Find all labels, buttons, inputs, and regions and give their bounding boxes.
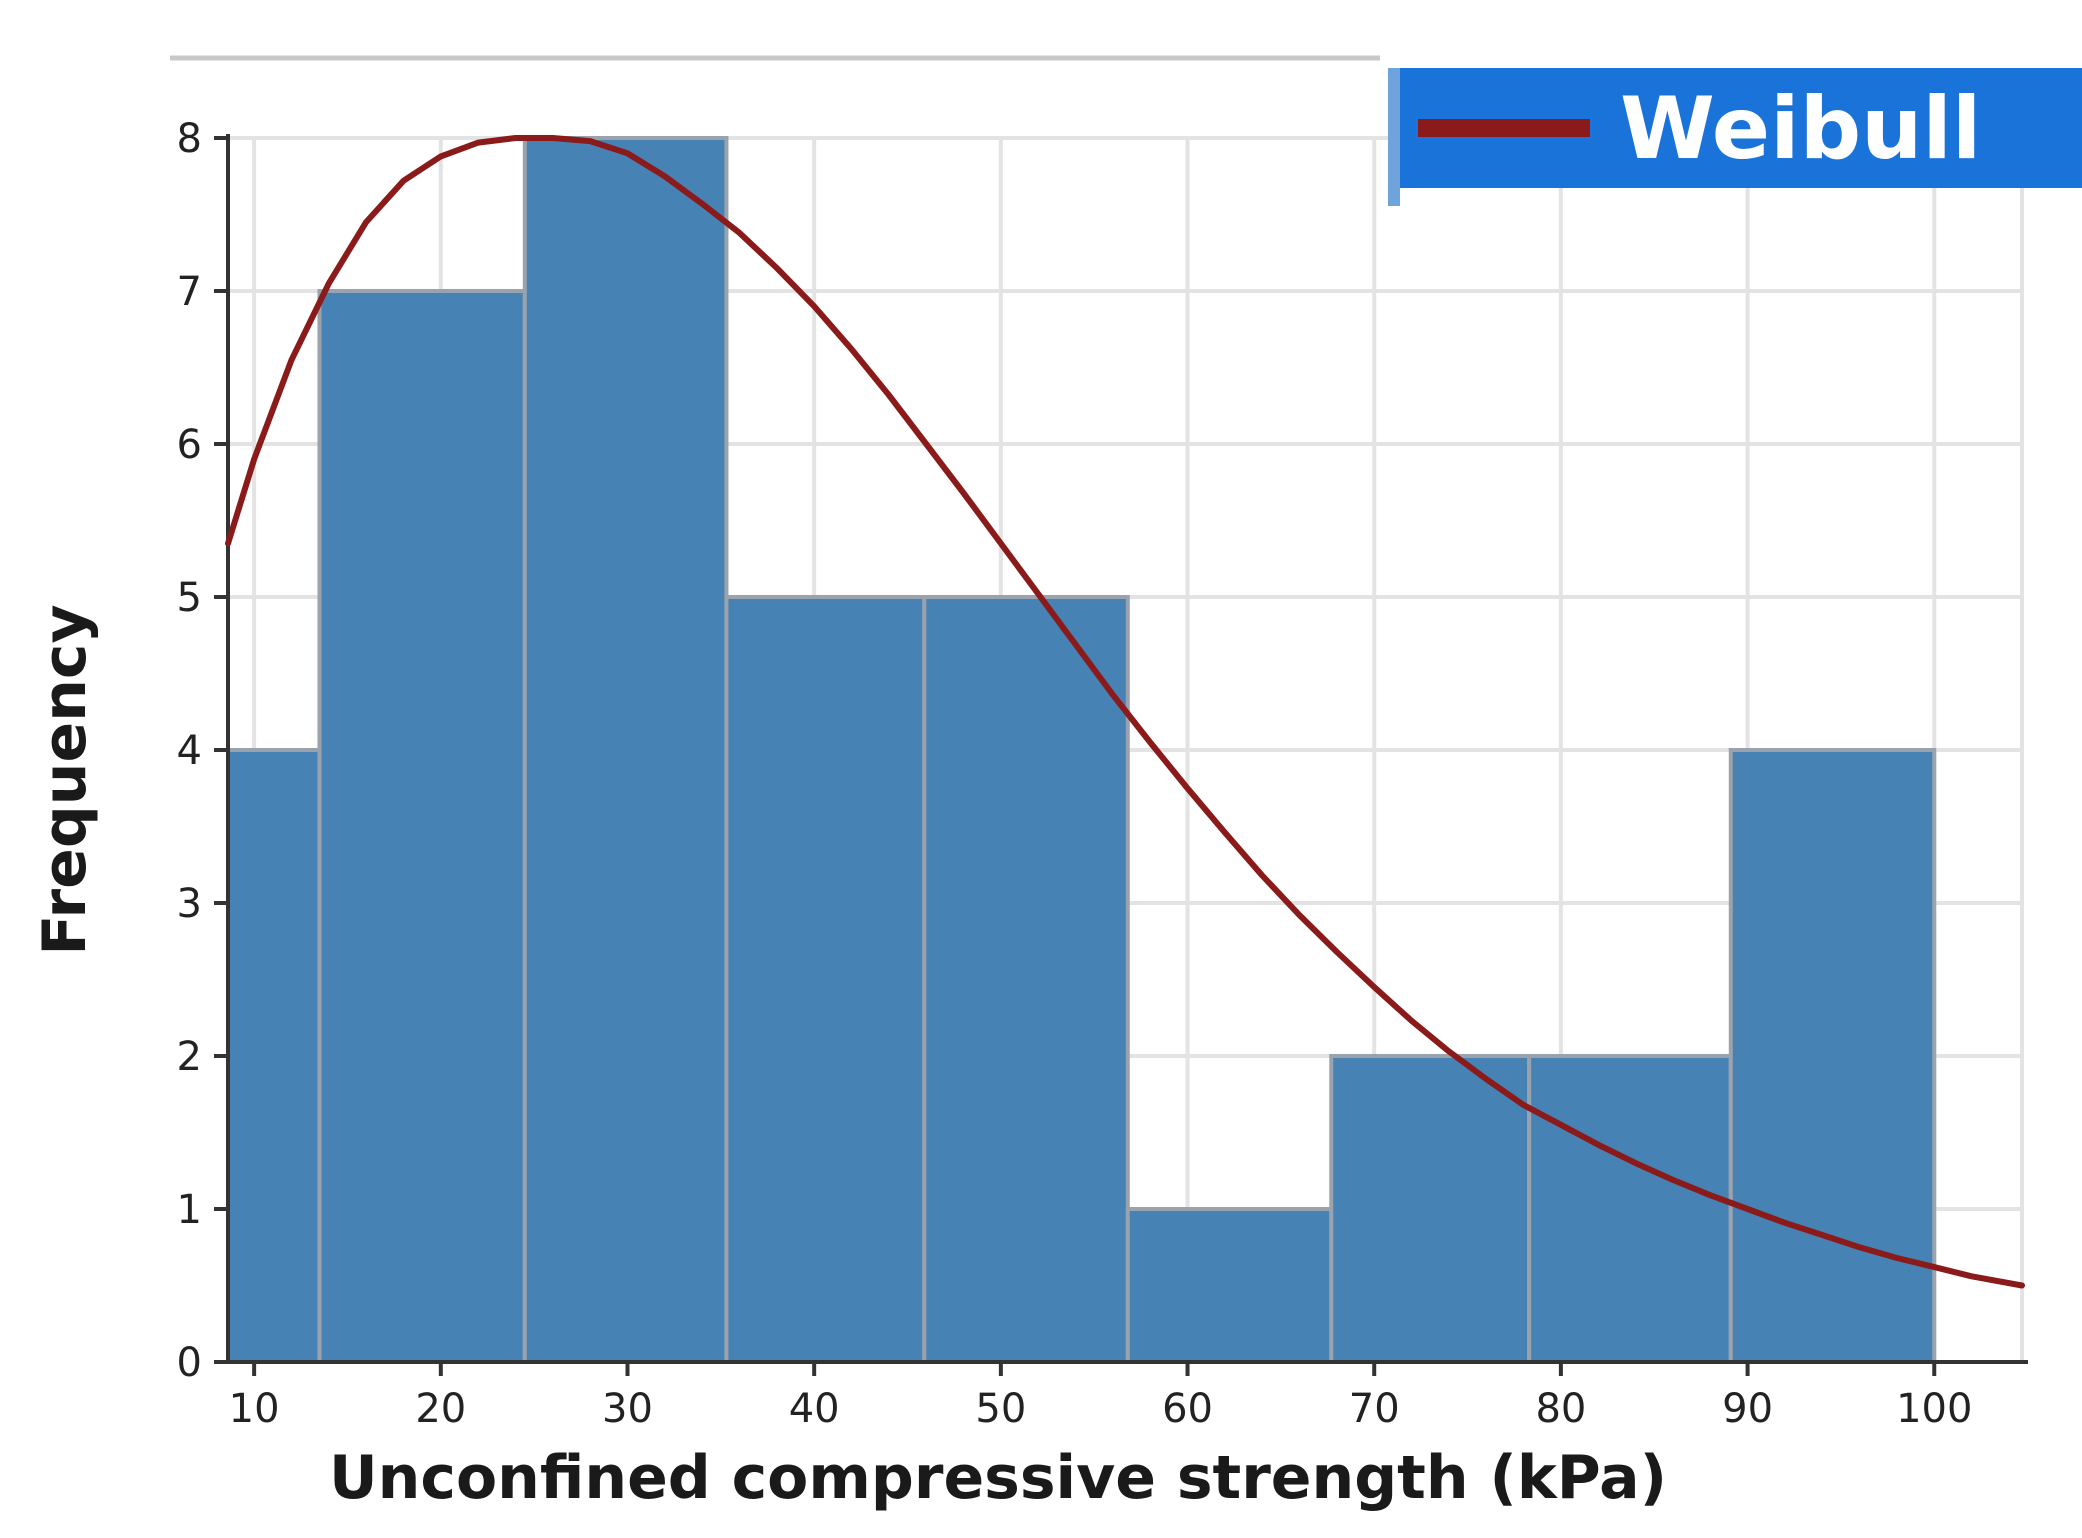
histogram-bar-3 xyxy=(522,136,729,1364)
y-tick-label-5: 5 xyxy=(177,575,202,621)
weibull-curve xyxy=(225,135,2025,1289)
y-tick-label-2: 2 xyxy=(177,1034,202,1080)
weibull-curve-layer xyxy=(225,135,2025,1289)
axes xyxy=(214,134,2028,1376)
y-tick-label-8: 8 xyxy=(177,116,202,162)
y-tick-label-6: 6 xyxy=(177,422,202,468)
histogram-bar-9 xyxy=(1728,748,1937,1364)
tick-labels: 0 1 2 3 4 5 6 7 8 10 20 30 40 50 60 70 80 90 100 xyxy=(177,116,1973,1432)
legend: Weibull xyxy=(1388,68,2082,206)
bars xyxy=(226,136,1937,1364)
x-tick-label-70: 70 xyxy=(1349,1386,1400,1432)
y-tick-label-7: 7 xyxy=(177,269,202,315)
y-tick-label-4: 4 xyxy=(177,728,202,774)
x-tick-label-20: 20 xyxy=(415,1386,466,1432)
histogram-bar-8 xyxy=(1527,1054,1733,1364)
x-axis-title: Unconfined compressive strength (kPa) xyxy=(329,1443,1667,1513)
histogram-bar-6 xyxy=(1125,1207,1334,1364)
histogram-bar-4 xyxy=(724,595,927,1364)
histogram-bar-2 xyxy=(317,289,527,1364)
histogram-bar-1 xyxy=(226,748,322,1364)
y-axis-title: Frequency xyxy=(30,604,100,955)
legend-left-edge xyxy=(1388,68,1400,206)
y-tick-label-3: 3 xyxy=(177,881,202,927)
y-tick-label-0: 0 xyxy=(177,1340,202,1386)
histogram-bar-5 xyxy=(922,595,1130,1364)
x-tick-label-30: 30 xyxy=(602,1386,653,1432)
x-tick-label-80: 80 xyxy=(1535,1386,1586,1432)
x-tick-label-40: 40 xyxy=(789,1386,840,1432)
x-tick-label-100: 100 xyxy=(1896,1386,1972,1432)
x-tick-label-90: 90 xyxy=(1722,1386,1773,1432)
x-tick-label-60: 60 xyxy=(1162,1386,1213,1432)
x-tick-label-10: 10 xyxy=(229,1386,280,1432)
y-tick-label-1: 1 xyxy=(177,1187,202,1233)
legend-label: Weibull xyxy=(1620,79,1981,179)
x-tick-label-50: 50 xyxy=(975,1386,1026,1432)
histogram-bar-7 xyxy=(1329,1054,1532,1364)
